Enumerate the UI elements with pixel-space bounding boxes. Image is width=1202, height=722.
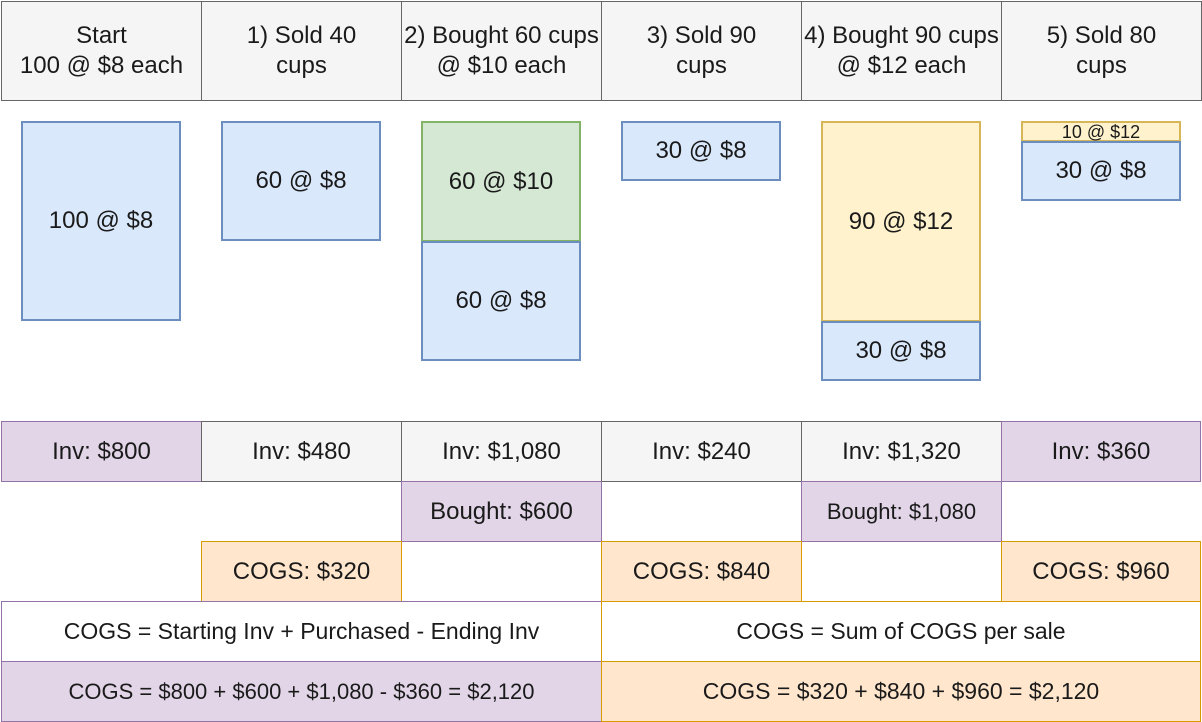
header-step-4: 4) Bought 90 cups @ $12 each — [801, 1, 1002, 101]
inventory-value-step-3: Inv: $240 — [601, 421, 802, 482]
inventory-block-start: 100 @ $8 — [21, 121, 181, 321]
header-step-1: 1) Sold 40 cups — [201, 1, 402, 101]
inventory-block-step-1: 60 @ $8 — [221, 121, 381, 241]
bought-value-step-4: Bought: $1,080 — [801, 481, 1002, 542]
inventory-value-step-5: Inv: $360 — [1001, 421, 1201, 482]
inventory-block-step-4-new: 90 @ $12 — [821, 121, 981, 322]
cogs-definition-sum-method: COGS = Sum of COGS per sale — [601, 601, 1201, 662]
cogs-definition-inventory-method: COGS = Starting Inv + Purchased - Ending… — [1, 601, 602, 662]
header-start: Start 100 @ $8 each — [1, 1, 202, 101]
inventory-block-step-4-old: 30 @ $8 — [821, 321, 981, 381]
header-step-2: 2) Bought 60 cups @ $10 each — [401, 1, 602, 101]
cogs-value-step-1: COGS: $320 — [201, 541, 402, 602]
cogs-calculation-inventory-method: COGS = $800 + $600 + $1,080 - $360 = $2,… — [1, 661, 602, 722]
cogs-calculation-sum-method: COGS = $320 + $840 + $960 = $2,120 — [601, 661, 1201, 722]
inventory-block-step-2-new: 60 @ $10 — [421, 121, 581, 242]
inventory-value-step-1: Inv: $480 — [201, 421, 402, 482]
header-step-5: 5) Sold 80 cups — [1001, 1, 1202, 101]
inventory-block-step-5-old: 30 @ $8 — [1021, 141, 1181, 201]
bought-value-step-2: Bought: $600 — [401, 481, 602, 542]
inventory-value-step-4: Inv: $1,320 — [801, 421, 1002, 482]
inventory-block-step-2-old: 60 @ $8 — [421, 241, 581, 361]
inventory-block-step-3: 30 @ $8 — [621, 121, 781, 181]
header-step-3: 3) Sold 90 cups — [601, 1, 802, 101]
inventory-block-step-5-new: 10 @ $12 — [1021, 121, 1181, 142]
cogs-value-step-3: COGS: $840 — [601, 541, 802, 602]
cogs-value-step-5: COGS: $960 — [1001, 541, 1201, 602]
inventory-value-step-2: Inv: $1,080 — [401, 421, 602, 482]
inventory-value-start: Inv: $800 — [1, 421, 202, 482]
